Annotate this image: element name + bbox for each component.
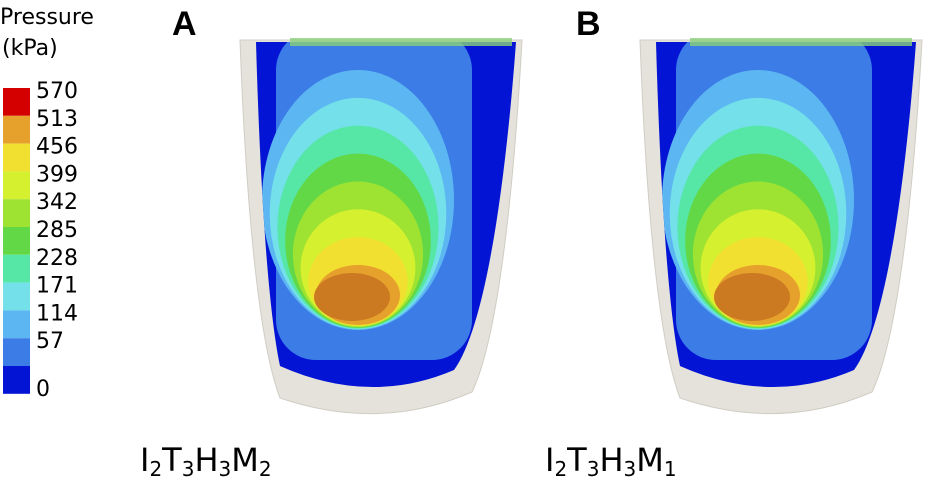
legend-value: 570 (36, 79, 78, 104)
caption-letter: I (140, 441, 149, 479)
caption-subscript: 2 (554, 457, 567, 481)
legend-unit: (kPa) (2, 36, 58, 61)
caption-letter: T (566, 441, 587, 479)
panel-caption: I2T3H3M2 (140, 441, 272, 481)
caption-subscript: 3 (219, 457, 232, 481)
legend-swatch (3, 338, 30, 366)
legend-swatch (3, 171, 30, 200)
legend-value: 456 (36, 135, 78, 160)
legend-swatch (3, 366, 30, 394)
legend-swatch (3, 88, 30, 116)
legend-value: 171 (36, 274, 78, 299)
legend-value: 228 (36, 246, 78, 271)
legend-swatch (3, 310, 30, 339)
legend-value: 399 (36, 162, 78, 187)
caption-subscript: 1 (664, 457, 677, 481)
legend-value: 0 (36, 377, 50, 402)
socket-rim (290, 38, 512, 46)
caption-subscript: 3 (587, 457, 600, 481)
caption-subscript: 2 (259, 457, 272, 481)
contours (262, 42, 472, 360)
pressure-map (639, 38, 923, 415)
legend-value: 285 (36, 218, 78, 243)
caption-subscript: 3 (182, 457, 195, 481)
caption-letter: I (545, 441, 554, 479)
legend-swatch (3, 143, 30, 172)
legend-value: 342 (36, 190, 78, 215)
panel-caption: I2T3H3M1 (545, 441, 677, 481)
caption-letter: H (599, 441, 623, 479)
pressure-map (239, 38, 523, 415)
legend-title: Pressure (0, 5, 94, 30)
legend-value: 513 (36, 107, 78, 132)
legend-swatch (3, 282, 30, 311)
legend-swatch (3, 254, 30, 283)
caption-subscript: 2 (149, 457, 162, 481)
legend-swatch (3, 115, 30, 144)
legend-value: 57 (36, 329, 64, 354)
caption-letter: M (231, 441, 259, 479)
contours (662, 42, 872, 360)
panel-label: A (172, 5, 197, 43)
socket-rim (690, 38, 912, 46)
caption-letter: H (194, 441, 218, 479)
legend-value: 114 (36, 301, 78, 326)
panel-label: B (576, 5, 601, 43)
contour-peak (314, 273, 390, 321)
caption-letter: M (636, 441, 664, 479)
legend-swatch (3, 227, 30, 255)
contour-peak (714, 273, 790, 321)
legend-swatch (3, 199, 30, 227)
caption-subscript: 3 (624, 457, 637, 481)
caption-letter: T (161, 441, 182, 479)
